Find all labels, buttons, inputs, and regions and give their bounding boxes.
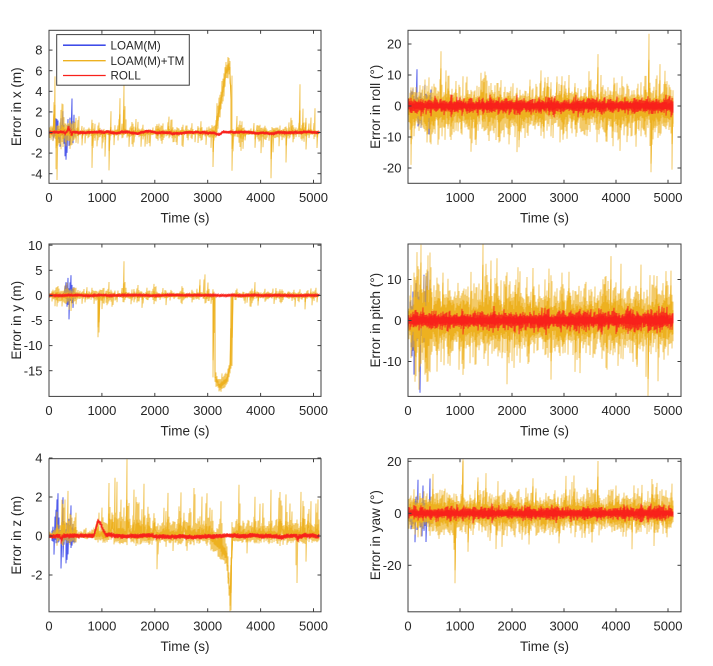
svg-text:2000: 2000 (498, 190, 527, 205)
svg-text:-2: -2 (31, 146, 43, 161)
svg-text:-2: -2 (31, 568, 43, 583)
svg-text:2: 2 (35, 105, 42, 120)
svg-text:6: 6 (35, 63, 42, 78)
svg-text:5000: 5000 (299, 190, 328, 205)
svg-text:0: 0 (35, 125, 42, 140)
svg-text:0: 0 (394, 313, 401, 328)
svg-text:0: 0 (394, 99, 401, 114)
svg-text:Time (s): Time (s) (520, 639, 569, 654)
svg-text:1000: 1000 (87, 403, 116, 418)
svg-text:3000: 3000 (193, 190, 222, 205)
svg-text:20: 20 (387, 454, 401, 469)
svg-text:-20: -20 (383, 558, 402, 573)
svg-text:Time (s): Time (s) (520, 210, 569, 225)
svg-text:2000: 2000 (140, 618, 169, 633)
svg-text:1000: 1000 (446, 618, 475, 633)
svg-text:-10: -10 (24, 338, 43, 353)
svg-text:4000: 4000 (602, 190, 631, 205)
svg-text:Time (s): Time (s) (161, 423, 210, 438)
svg-text:10: 10 (28, 238, 42, 253)
svg-text:0: 0 (45, 190, 52, 205)
svg-text:2000: 2000 (140, 190, 169, 205)
svg-text:1000: 1000 (446, 190, 475, 205)
svg-text:3000: 3000 (193, 618, 222, 633)
svg-text:2: 2 (35, 490, 42, 505)
svg-text:-10: -10 (383, 354, 402, 369)
svg-text:4000: 4000 (246, 190, 275, 205)
svg-text:2000: 2000 (140, 403, 169, 418)
svg-text:Time (s): Time (s) (520, 423, 569, 438)
svg-text:2000: 2000 (498, 618, 527, 633)
svg-text:0: 0 (35, 529, 42, 544)
svg-text:Time (s): Time (s) (161, 210, 210, 225)
svg-text:-4: -4 (31, 166, 43, 181)
svg-text:ROLL: ROLL (111, 70, 142, 83)
svg-text:10: 10 (387, 272, 401, 287)
svg-text:5: 5 (35, 263, 42, 278)
svg-text:3000: 3000 (550, 618, 579, 633)
svg-text:5000: 5000 (654, 618, 683, 633)
svg-text:Error in y (m): Error in y (m) (9, 281, 24, 360)
svg-text:0: 0 (404, 403, 411, 418)
svg-text:1000: 1000 (446, 403, 475, 418)
svg-text:20: 20 (387, 37, 401, 52)
svg-text:5000: 5000 (654, 190, 683, 205)
svg-text:LOAM(M)+TM: LOAM(M)+TM (111, 55, 185, 68)
svg-text:Error in x (m): Error in x (m) (9, 67, 24, 146)
svg-text:4: 4 (35, 451, 42, 466)
svg-text:5000: 5000 (299, 403, 328, 418)
svg-text:2000: 2000 (498, 403, 527, 418)
svg-text:3000: 3000 (550, 190, 579, 205)
svg-text:4000: 4000 (602, 403, 631, 418)
svg-text:4000: 4000 (246, 618, 275, 633)
svg-text:Error in z (m): Error in z (m) (9, 496, 24, 575)
svg-text:3000: 3000 (550, 403, 579, 418)
svg-text:-5: -5 (31, 313, 43, 328)
svg-text:0: 0 (35, 288, 42, 303)
svg-text:-20: -20 (383, 161, 402, 176)
svg-text:0: 0 (45, 403, 52, 418)
svg-text:LOAM(M): LOAM(M) (111, 39, 161, 52)
svg-text:10: 10 (387, 68, 401, 83)
svg-text:Error in pitch (°): Error in pitch (°) (368, 273, 383, 368)
svg-text:Time (s): Time (s) (161, 639, 210, 654)
svg-text:0: 0 (394, 506, 401, 521)
svg-text:1000: 1000 (87, 190, 116, 205)
svg-text:0: 0 (404, 618, 411, 633)
svg-text:5000: 5000 (299, 618, 328, 633)
svg-text:-15: -15 (24, 363, 43, 378)
svg-text:Error in roll (°): Error in roll (°) (368, 65, 383, 149)
svg-text:4000: 4000 (602, 618, 631, 633)
svg-text:4000: 4000 (246, 403, 275, 418)
svg-text:5000: 5000 (654, 403, 683, 418)
svg-text:Error in yaw (°): Error in yaw (°) (368, 490, 383, 580)
svg-text:0: 0 (45, 618, 52, 633)
svg-text:-10: -10 (383, 130, 402, 145)
svg-text:1000: 1000 (87, 618, 116, 633)
svg-text:4: 4 (35, 84, 42, 99)
svg-text:3000: 3000 (193, 403, 222, 418)
svg-text:8: 8 (35, 43, 42, 58)
